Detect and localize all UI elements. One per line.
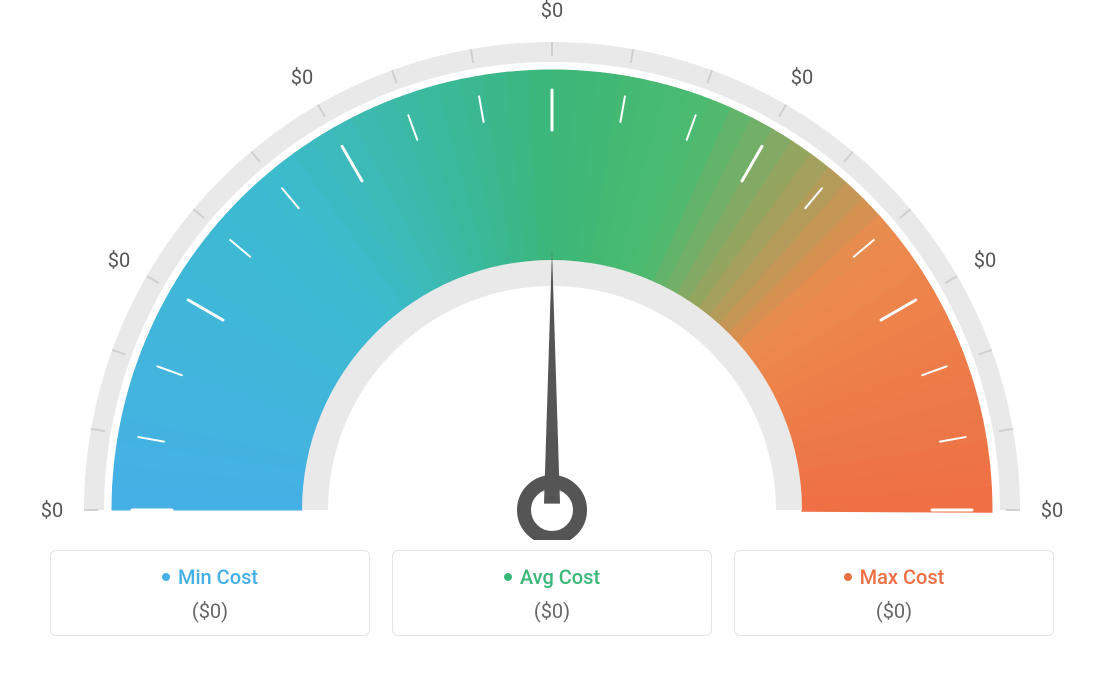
cost-gauge-widget: $0 $0 $0 $0 $0 $0 $0 Min Cost ($0) Avg Cost ($… (0, 0, 1104, 690)
legend-title-avg-text: Avg Cost (520, 565, 600, 589)
legend-dot-avg (504, 573, 512, 581)
legend-card-avg: Avg Cost ($0) (392, 550, 712, 636)
gauge-chart (0, 0, 1104, 540)
legend-title-min: Min Cost (162, 565, 258, 589)
legend-value-max: ($0) (745, 599, 1043, 623)
gauge-area: $0 $0 $0 $0 $0 $0 $0 (0, 0, 1104, 540)
gauge-tick-label: $0 (541, 0, 563, 22)
legend-dot-max (844, 573, 852, 581)
legend-title-max-text: Max Cost (860, 565, 945, 589)
gauge-tick-label: $0 (41, 498, 63, 522)
legend-row: Min Cost ($0) Avg Cost ($0) Max Cost ($0… (0, 550, 1104, 636)
gauge-tick-label: $0 (974, 248, 996, 272)
gauge-tick-label: $0 (108, 248, 130, 272)
legend-dot-min (162, 573, 170, 581)
legend-card-max: Max Cost ($0) (734, 550, 1054, 636)
legend-value-min: ($0) (61, 599, 359, 623)
gauge-tick-label: $0 (791, 65, 813, 89)
gauge-tick-label: $0 (291, 65, 313, 89)
legend-value-avg: ($0) (403, 599, 701, 623)
legend-card-min: Min Cost ($0) (50, 550, 370, 636)
gauge-tick-label: $0 (1041, 498, 1063, 522)
legend-title-max: Max Cost (844, 565, 945, 589)
legend-title-avg: Avg Cost (504, 565, 600, 589)
legend-title-min-text: Min Cost (178, 565, 258, 589)
